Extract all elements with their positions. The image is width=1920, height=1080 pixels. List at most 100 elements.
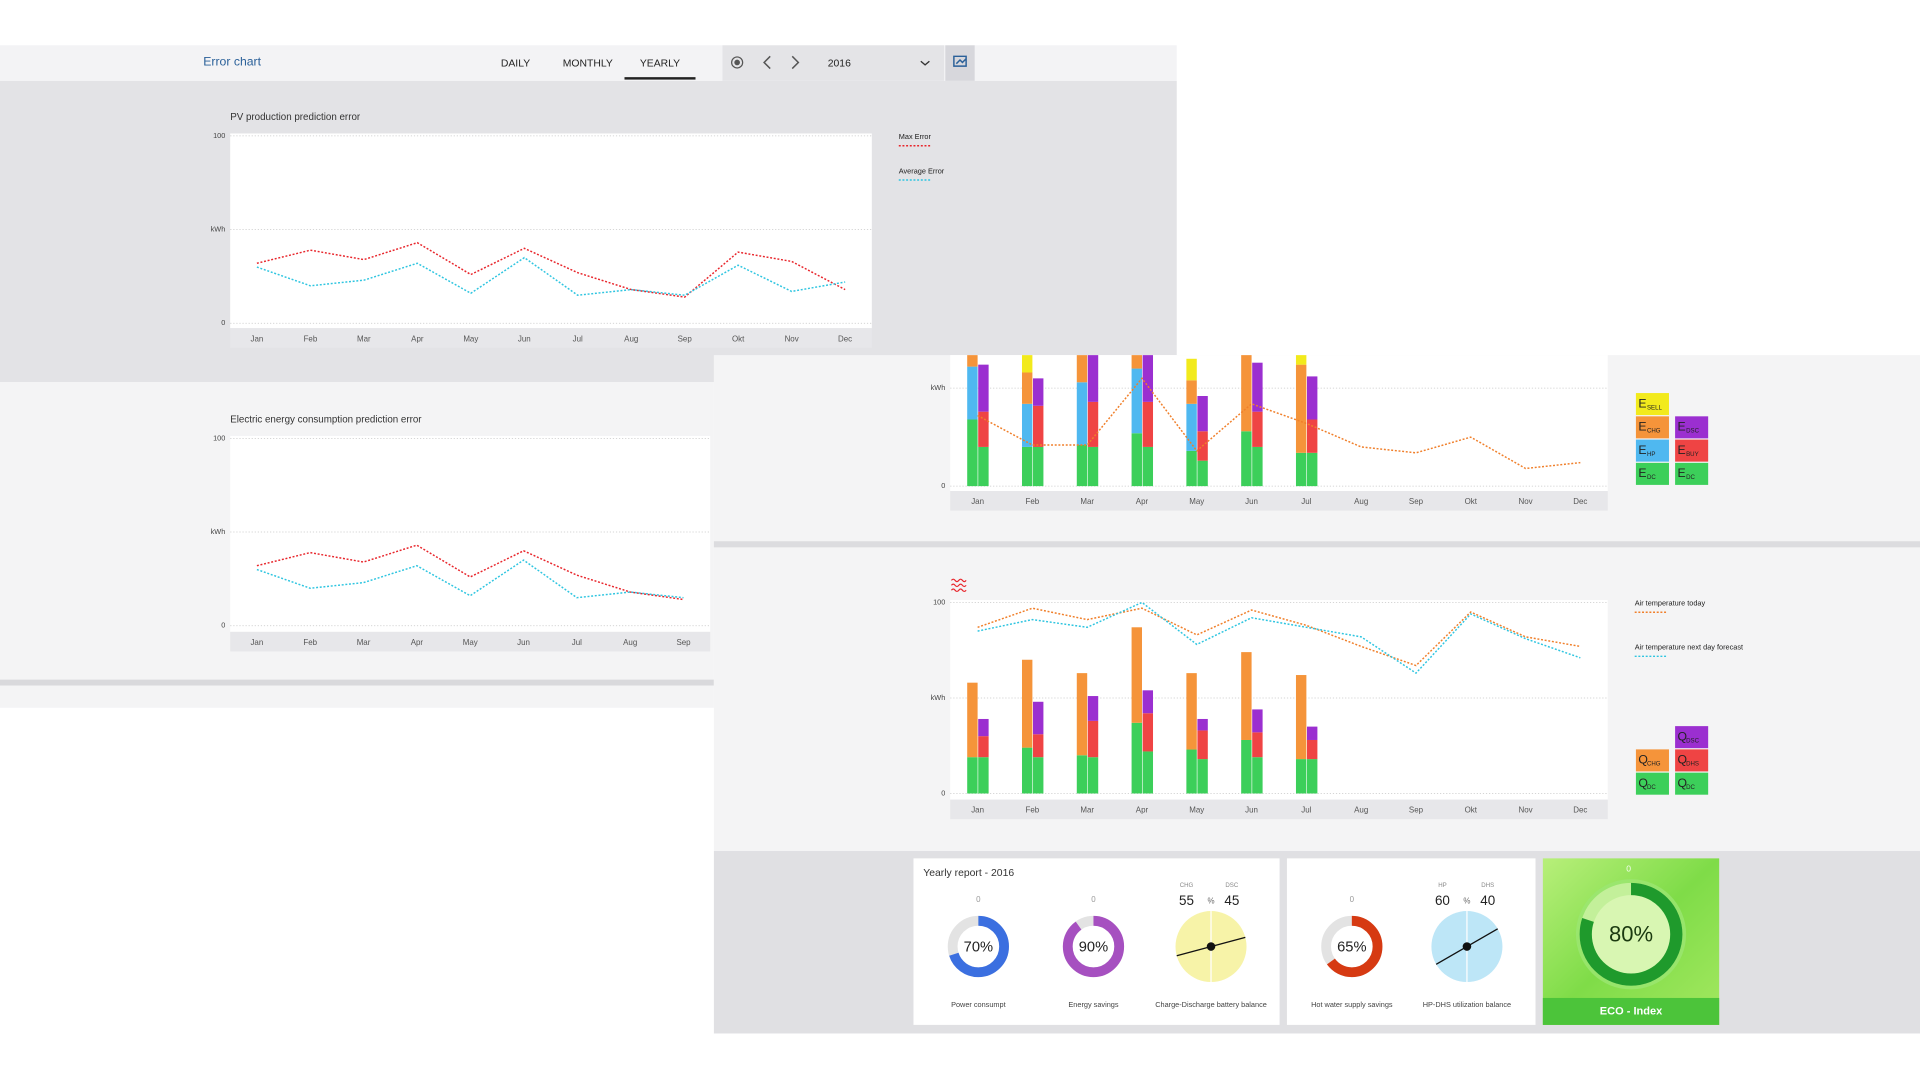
- bar-segment: [1131, 355, 1142, 369]
- x-tick-label: Apr: [1136, 497, 1149, 506]
- chart-title: PV production prediction error: [230, 112, 361, 123]
- legend-label: Max Error: [899, 132, 932, 141]
- legend-item: Q DC: [1635, 772, 1669, 795]
- legend-label: Air temperature next day forecast: [1635, 643, 1743, 652]
- x-tick-label: Jun: [517, 638, 530, 647]
- legend-label: Average Error: [899, 166, 945, 175]
- legend-swatch: [1675, 416, 1709, 439]
- bar-segment: [1197, 759, 1208, 794]
- bar-segment: [1295, 355, 1307, 365]
- legend-label: Q: [1678, 776, 1688, 790]
- balance-right-value: 40: [1480, 893, 1495, 908]
- bar-segment: [1033, 701, 1044, 735]
- legend-item: E DC: [1675, 462, 1709, 485]
- bar-segment: [1186, 380, 1197, 404]
- legend-subscript: DSC: [1686, 428, 1699, 435]
- legend-label: E: [1678, 420, 1686, 434]
- bar-segment: [1186, 358, 1197, 381]
- tab[interactable]: DAILY: [501, 58, 530, 69]
- next-button[interactable]: [791, 55, 800, 70]
- record-button[interactable]: [731, 56, 744, 69]
- gauge-label: Charge-Discharge battery balance: [1155, 1000, 1267, 1009]
- balance-left-label: HP: [1438, 882, 1447, 889]
- bar-segment: [1197, 460, 1208, 487]
- bar-segment: [1087, 757, 1099, 794]
- legend-swatch: [1635, 772, 1669, 795]
- x-axis-band: [230, 631, 711, 652]
- y-tick-label: 100: [213, 433, 225, 442]
- legend-subscript: CHG: [1647, 761, 1661, 768]
- balance-pivot: [1462, 942, 1472, 951]
- bar-segment: [1021, 355, 1033, 373]
- bar-segment: [1186, 749, 1197, 794]
- tab[interactable]: YEARLY: [640, 58, 680, 69]
- bar-segment: [1087, 720, 1099, 758]
- gauge-label: Hot water supply savings: [1311, 1000, 1393, 1009]
- x-tick-label: Aug: [1354, 497, 1368, 506]
- x-tick-label: May: [1189, 497, 1204, 506]
- bar-segment: [1076, 673, 1088, 756]
- bar-segment: [1252, 362, 1263, 412]
- bar-segment: [1241, 355, 1252, 432]
- legend-subscript: SELL: [1647, 404, 1663, 411]
- bar-segment: [1087, 401, 1099, 447]
- tab[interactable]: MONTHLY: [563, 58, 613, 69]
- bar-segment: [967, 355, 978, 367]
- page-title: Error chart: [203, 55, 261, 69]
- legend-subscript: DSC: [1686, 737, 1699, 744]
- prev-button[interactable]: [763, 55, 771, 70]
- x-tick-label: Feb: [1026, 497, 1040, 506]
- year-select[interactable]: 2016: [828, 58, 851, 69]
- legend-subscript: DC: [1686, 784, 1695, 791]
- x-tick-label: Jul: [1301, 806, 1311, 815]
- x-tick-label: Sep: [676, 638, 691, 647]
- legend-label: E: [1678, 466, 1686, 480]
- bar-segment: [1197, 396, 1208, 432]
- gauge: Charge-Discharge battery balance CHG DSC 55…: [1155, 882, 1267, 1009]
- legend-subscript: DHS: [1686, 761, 1699, 768]
- plot-area: [950, 355, 1608, 492]
- bar-segment: [1241, 343, 1251, 353]
- heat-icon: [950, 578, 967, 593]
- bar-segment: [1142, 713, 1154, 752]
- bar-segment: [967, 419, 978, 487]
- legend-label: E: [1638, 420, 1646, 434]
- legend-item: E DSC: [1675, 416, 1709, 439]
- legend-subscript: BUY: [1686, 451, 1699, 458]
- bar-segment: [1306, 726, 1318, 740]
- x-tick-label: Mar: [357, 334, 371, 343]
- bar-segment: [1142, 355, 1154, 402]
- bar-segment: [1087, 696, 1099, 721]
- legend-subscript: CHG: [1647, 428, 1661, 435]
- bar-segment: [1131, 368, 1142, 434]
- x-tick-label: Feb: [1026, 806, 1040, 815]
- bar-segment: [1197, 730, 1208, 760]
- bar-segment: [1076, 355, 1088, 383]
- bar-segment: [1186, 673, 1197, 750]
- y-tick-label: 0: [221, 621, 225, 630]
- balance-unit: %: [1207, 896, 1214, 905]
- legend-swatch: [1635, 393, 1669, 416]
- dropdown-caret[interactable]: [920, 60, 930, 66]
- bar-segment: [1241, 431, 1252, 487]
- x-tick-label: Okt: [1465, 497, 1478, 506]
- line-series: [256, 544, 684, 601]
- export-button[interactable]: [945, 45, 975, 81]
- bar-segment: [1306, 452, 1318, 487]
- x-tick-label: Mar: [1080, 497, 1094, 506]
- gauge: Power consumpt 0 70%: [947, 895, 1009, 1009]
- legend-swatch: [1675, 772, 1709, 795]
- balance-unit: %: [1463, 896, 1470, 905]
- bar-segment: [1306, 419, 1318, 453]
- gauge-arc: [1321, 915, 1383, 978]
- balance-left-label: CHG: [1180, 882, 1194, 889]
- gauge: Energy savings 0 90%: [1062, 895, 1125, 1009]
- y-tick-label: 0: [941, 788, 945, 797]
- x-tick-label: Aug: [1354, 806, 1368, 815]
- nav-box: [722, 45, 945, 81]
- x-axis-band: [950, 491, 1608, 511]
- y-tick-label: 0: [941, 481, 945, 490]
- gauge-label: Energy savings: [1068, 1000, 1118, 1009]
- x-tick-label: Jan: [251, 334, 264, 343]
